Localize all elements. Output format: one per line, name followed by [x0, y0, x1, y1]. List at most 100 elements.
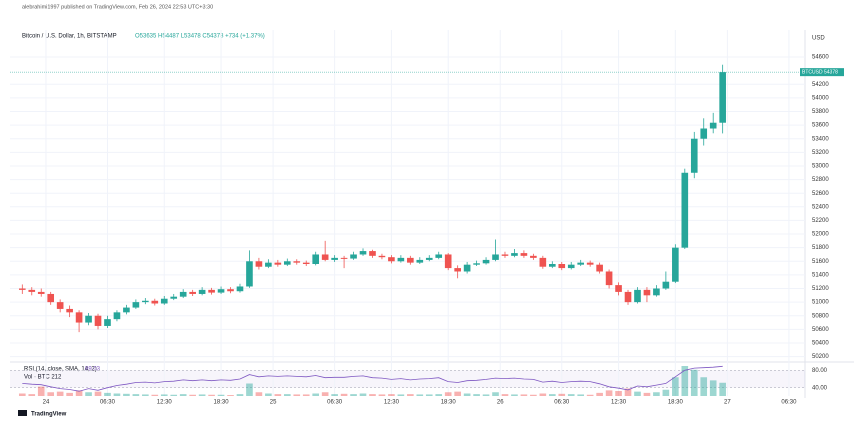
volume-bar — [586, 394, 594, 396]
candle-body — [85, 315, 92, 323]
x-tick-label: 18:30 — [668, 400, 684, 406]
candle-body — [615, 285, 622, 292]
volume-bar — [255, 392, 263, 396]
volume-bar — [681, 366, 689, 396]
volume-bar — [530, 394, 537, 396]
volume-bar — [179, 394, 187, 396]
volume-bar — [198, 394, 206, 396]
candle-body — [482, 259, 490, 264]
candle-body — [265, 262, 272, 267]
last-price-tag — [800, 68, 844, 77]
volume-bar — [142, 394, 149, 396]
candle-body — [293, 261, 301, 263]
y-tick-label: 53200 — [812, 150, 829, 156]
candle-body — [539, 257, 547, 267]
y-tick-label: 52600 — [812, 191, 829, 197]
volume-bar — [567, 394, 575, 396]
candle-body — [66, 308, 73, 313]
volume-bar — [454, 391, 461, 396]
candle-body — [142, 300, 149, 303]
rsi-tick-label: 80.00 — [812, 368, 828, 374]
volume-bar — [369, 394, 376, 396]
x-tick-label: 18:30 — [214, 400, 230, 406]
volume-bar — [520, 394, 528, 396]
candle-body — [662, 281, 670, 289]
volume-bar — [435, 394, 443, 396]
candle-body — [492, 254, 499, 260]
candle-body — [634, 289, 641, 303]
volume-bar — [672, 377, 679, 396]
candle-body — [160, 298, 168, 304]
volume-bar — [378, 394, 386, 396]
x-tick-label: 12:30 — [611, 400, 627, 406]
candle-body — [407, 257, 414, 263]
volume-bar — [548, 394, 556, 396]
volume-title: Vol · BTC 212 — [24, 375, 62, 381]
y-tick-label: 54200 — [812, 82, 829, 88]
volume-bar — [662, 389, 670, 396]
volume-bar — [482, 394, 490, 396]
volume-bar — [94, 391, 102, 396]
volume-bar — [132, 394, 140, 396]
candle-body — [596, 264, 603, 272]
candle-body — [501, 254, 509, 256]
volume-bar — [719, 382, 726, 396]
rsi-tick-label: 40.00 — [812, 385, 828, 391]
volume-bar — [359, 393, 367, 396]
candle-body — [246, 261, 253, 287]
volume-bar — [473, 394, 480, 396]
candle-body — [567, 264, 575, 269]
currency: USD — [812, 36, 825, 42]
x-tick-label: 06:30 — [554, 400, 570, 406]
candle-body — [530, 255, 537, 258]
volume-bar — [283, 394, 291, 396]
volume-bar — [208, 394, 215, 396]
rsi-value: 89.03 — [85, 367, 101, 373]
rsi-band — [10, 370, 805, 388]
candle-body — [47, 293, 55, 303]
x-tick-label: 24 — [43, 400, 50, 406]
candle-body — [208, 289, 215, 293]
volume-bar — [539, 393, 547, 396]
volume-bar — [416, 394, 424, 396]
y-tick-label: 52800 — [812, 177, 829, 183]
volume-bar — [605, 390, 613, 396]
volume-bar — [321, 392, 329, 396]
volume-bar — [700, 377, 708, 396]
volume-bar — [66, 392, 73, 396]
candle-body — [548, 264, 556, 267]
y-tick-label: 52400 — [812, 204, 829, 210]
volume-bar — [274, 394, 282, 396]
candle-body — [132, 302, 140, 308]
last-price-symbol: BTCUSD — [802, 69, 823, 75]
volume-bar — [463, 393, 471, 396]
last-price-value: 54378 — [824, 69, 838, 75]
candle-body — [397, 257, 405, 262]
candle-body — [75, 312, 83, 323]
candle-body — [577, 262, 585, 265]
candle-body — [217, 289, 225, 293]
candle-body — [643, 289, 651, 296]
volume-bar — [634, 391, 641, 396]
volume-bar — [151, 394, 159, 396]
volume-bar — [577, 394, 585, 396]
volume-bar — [302, 394, 310, 396]
candle-body — [340, 257, 348, 259]
volume-bar — [425, 394, 433, 396]
volume-bar — [388, 394, 395, 396]
candle-body — [520, 253, 528, 256]
volume-bar — [189, 394, 196, 396]
y-tick-label: 53800 — [812, 109, 829, 115]
candle-body — [672, 247, 679, 282]
volume-bar — [709, 380, 717, 396]
candle-body — [624, 291, 632, 303]
candle-body — [236, 286, 244, 292]
candle-body — [283, 261, 291, 265]
volume-bar — [350, 394, 357, 396]
candle-body — [123, 307, 130, 313]
y-tick-label: 53400 — [812, 136, 829, 142]
footer: TradingView — [31, 412, 67, 418]
symbol: Bitcoin / U.S. Dollar, 1h, BITSTAMP — [22, 34, 117, 40]
volume-bar — [113, 393, 121, 396]
